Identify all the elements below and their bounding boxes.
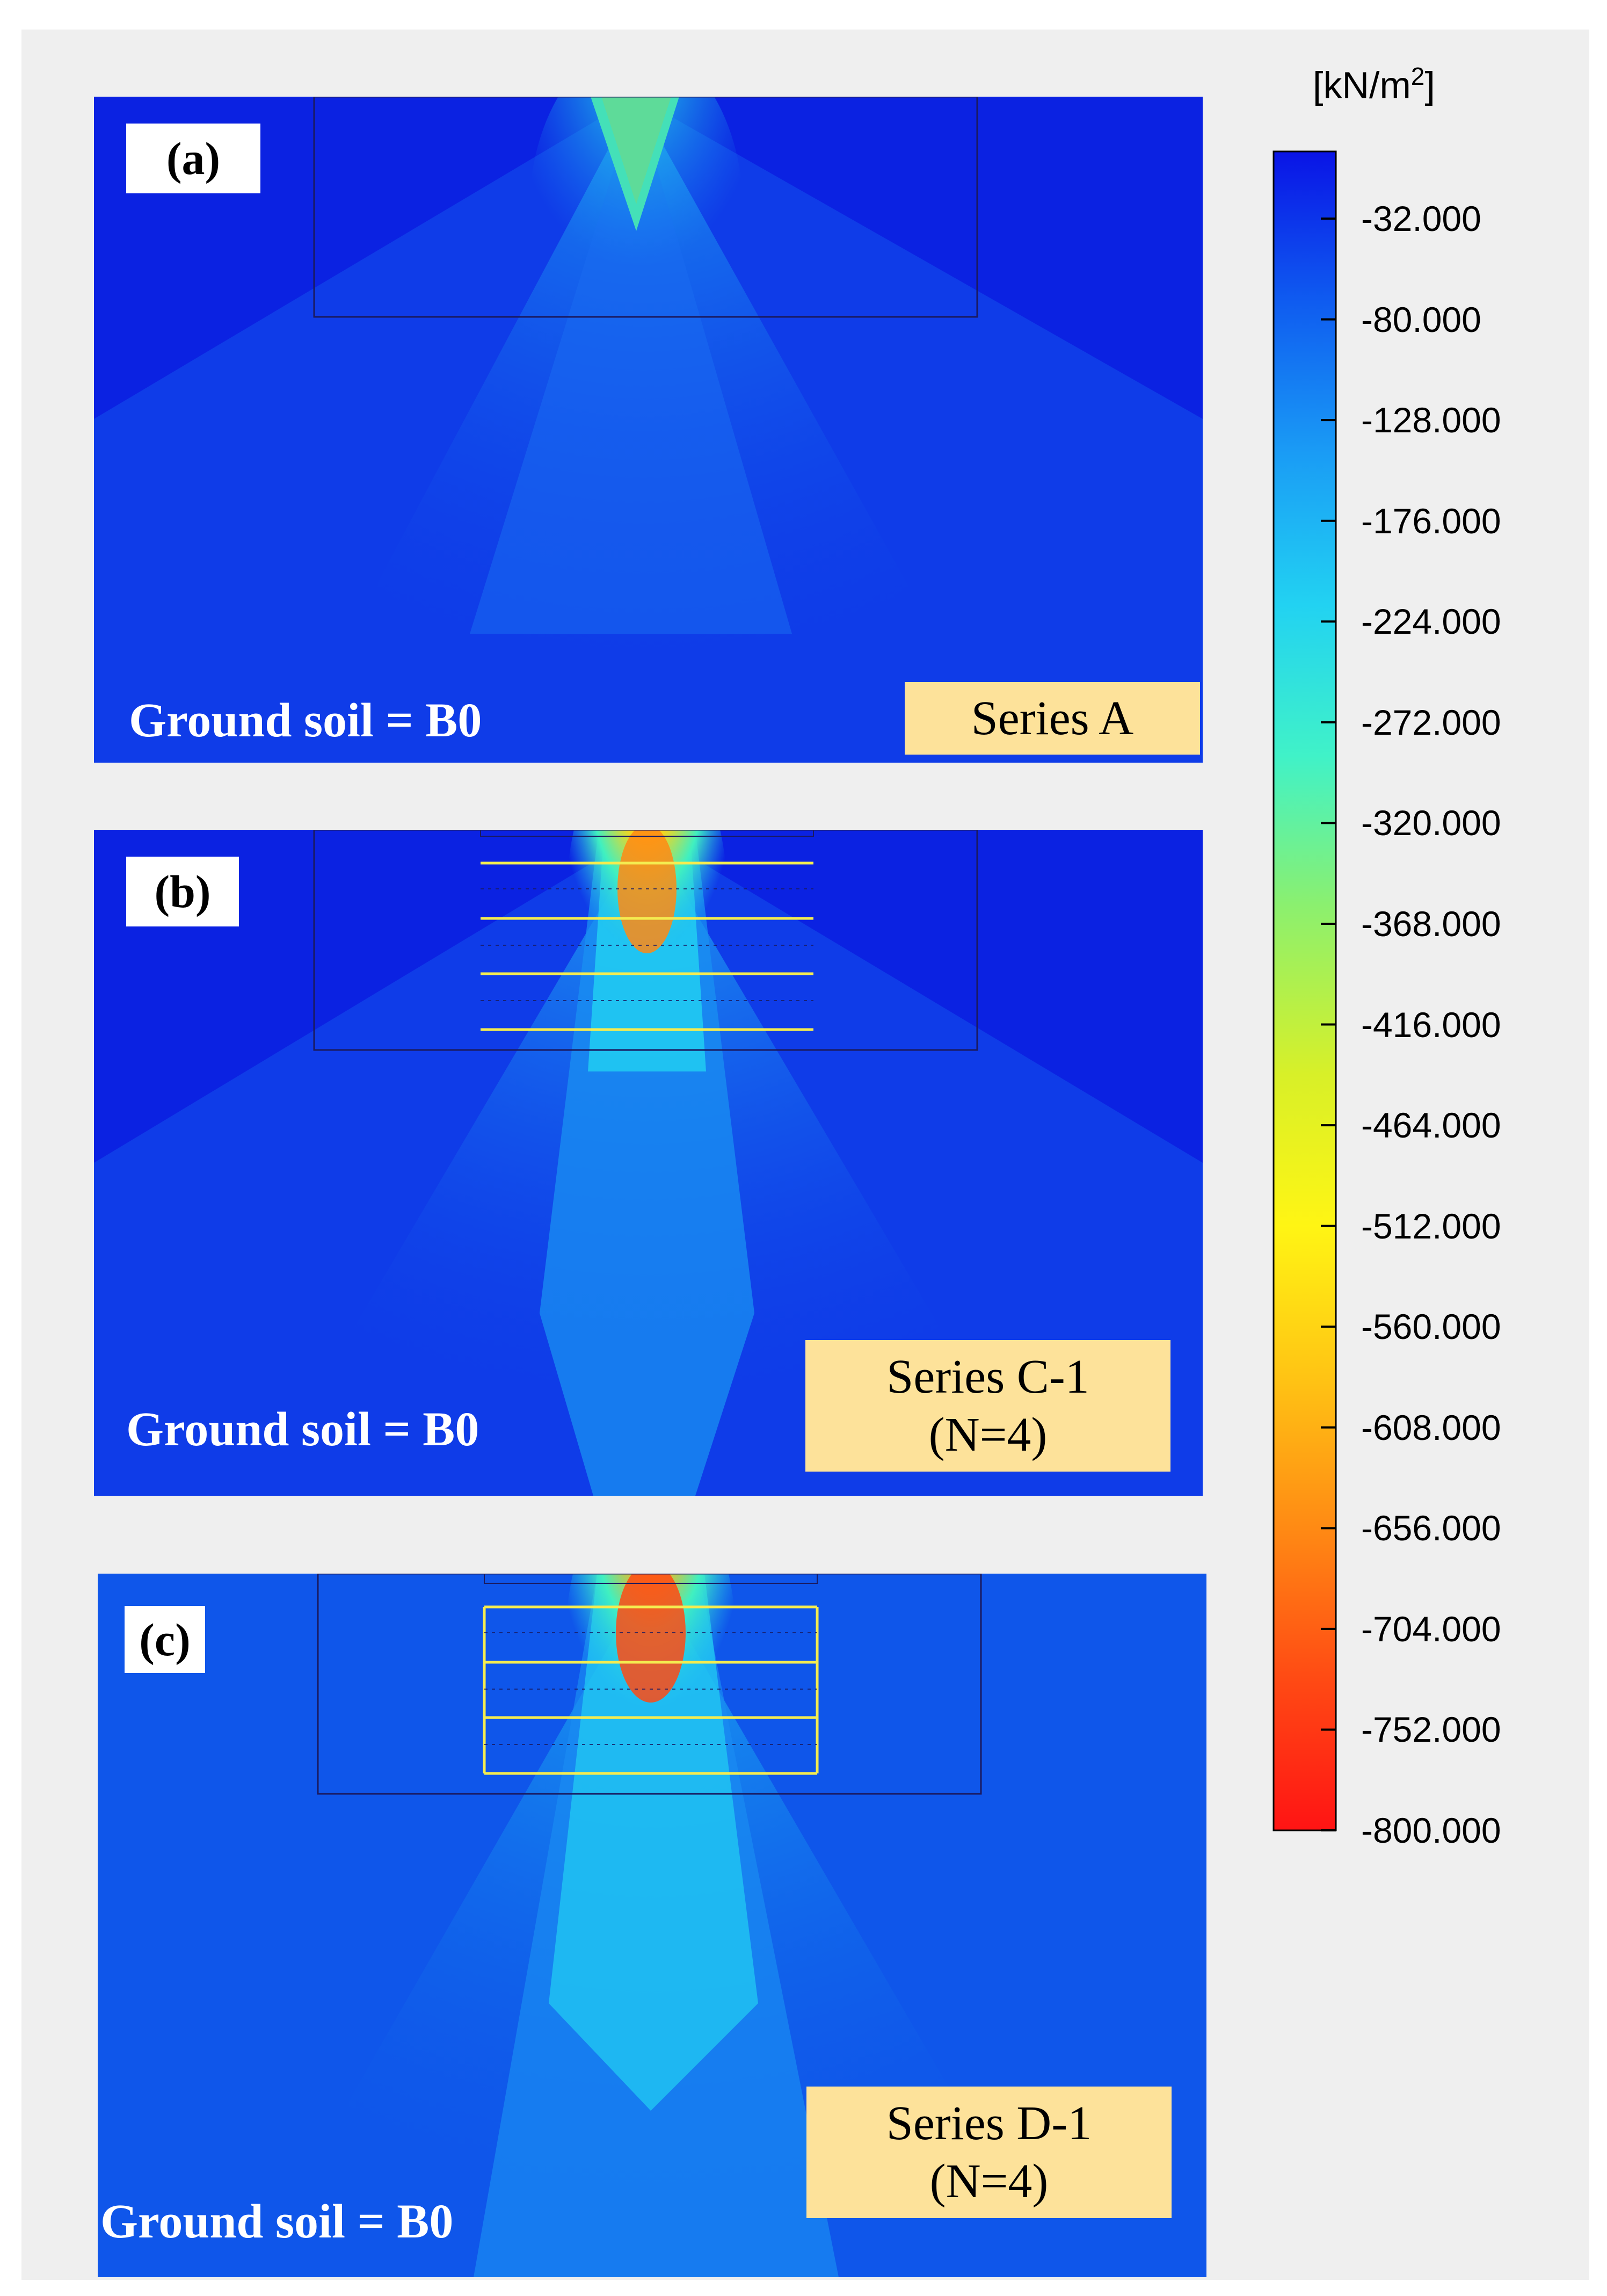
colorbar-tick-label: -224.000	[1361, 602, 1501, 642]
ground-soil-label-c: Ground soil = B0	[100, 2195, 454, 2248]
colorbar-ticks	[1321, 218, 1336, 1831]
ground-soil-label-a: Ground soil = B0	[129, 694, 482, 747]
colorbar-tick-label: -656.000	[1361, 1508, 1501, 1548]
colorbar-tick-label: -512.000	[1361, 1206, 1501, 1246]
colorbar-unit: [kN/m2]	[1313, 62, 1435, 106]
footing-outline-b	[313, 830, 978, 1051]
colorbar-tick-label: -464.000	[1361, 1105, 1501, 1146]
footing-outline-c	[317, 1574, 982, 1795]
colorbar-tick-label: -752.000	[1361, 1710, 1501, 1750]
series-box-c: Series D-1 (N=4)	[806, 2087, 1172, 2218]
colorbar-tick-label: -416.000	[1361, 1004, 1501, 1045]
colorbar-tick-label: -320.000	[1361, 803, 1501, 843]
colorbar-tick-label: -32.000	[1361, 199, 1481, 239]
panel-tag-b: (b)	[126, 857, 239, 926]
geogrid-layers-c	[483, 1605, 819, 1775]
panel-tag-c: (c)	[125, 1606, 205, 1673]
colorbar-tick-label: -560.000	[1361, 1307, 1501, 1347]
series-sublabel-c: (N=4)	[929, 2154, 1049, 2208]
series-box-a: Series A	[905, 682, 1200, 755]
colorbar-tick-label: -368.000	[1361, 903, 1501, 944]
footing-outline-a	[313, 97, 978, 318]
colorbar-tick-label: -128.000	[1361, 400, 1501, 440]
colorbar-tick-label: -80.000	[1361, 299, 1481, 339]
colorbar-gradient	[1272, 150, 1337, 1831]
series-label-c: Series D-1	[886, 2096, 1092, 2150]
panel-tag-a: (a)	[126, 124, 260, 193]
series-box-b: Series C-1 (N=4)	[805, 1340, 1170, 1472]
series-sublabel-b: (N=4)	[928, 1408, 1048, 1461]
colorbar-tick-label: -800.000	[1361, 1810, 1501, 1850]
stress-contour-a	[94, 97, 1203, 763]
panel-a: (a) Ground soil = B0 Series A	[94, 97, 1203, 763]
colorbar-tick-label: -176.000	[1361, 501, 1501, 541]
series-label-b: Series C-1	[886, 1350, 1089, 1403]
ground-soil-label-b: Ground soil = B0	[126, 1403, 479, 1456]
series-label-a: Series A	[971, 691, 1134, 745]
panel-b: (b) Ground soil = B0 Series C-1 (N=4)	[94, 830, 1203, 1496]
colorbar-tick-label: -272.000	[1361, 702, 1501, 742]
geogrid-layers-b	[481, 861, 813, 1031]
colorbar-tick-label: -704.000	[1361, 1609, 1501, 1649]
panel-c: (c) Ground soil = B0 Series D-1 (N=4)	[98, 1574, 1206, 2277]
colorbar	[1272, 150, 1337, 1831]
colorbar-tick-label: -608.000	[1361, 1407, 1501, 1447]
